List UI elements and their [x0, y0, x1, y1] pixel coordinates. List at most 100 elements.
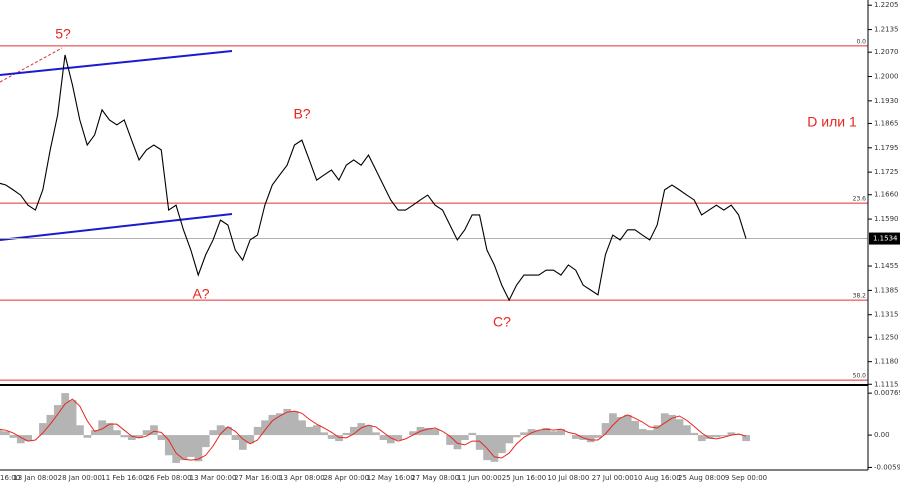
- wave-label: A?: [192, 286, 209, 302]
- x-tick-label: 25 Aug 08:00: [678, 474, 725, 482]
- x-tick-label: 13 Jan 08:00: [13, 474, 57, 482]
- x-tick-label: 28 Apr 00:00: [323, 474, 369, 482]
- level-label: 0.0: [856, 38, 866, 45]
- histogram-bar: [379, 435, 388, 440]
- histogram-bar: [623, 414, 632, 436]
- histogram-bar: [268, 414, 277, 436]
- x-tick-label: 10 Jul 08:00: [547, 474, 589, 482]
- histogram-bar: [349, 426, 358, 436]
- histogram-bar: [675, 419, 684, 436]
- y-tick-label: 1.1115: [874, 380, 899, 388]
- plot-area: [0, 45, 868, 463]
- level-label: 23.6: [853, 196, 867, 203]
- histogram-bar: [557, 429, 565, 436]
- wave-label: C?: [493, 314, 511, 330]
- x-tick-label: 13 Apr 08:00: [279, 474, 325, 482]
- x-tick-label: 28 Jan 00:00: [58, 474, 102, 482]
- x-tick-label: 11 Jun 00:00: [457, 474, 501, 482]
- wave-label: D или 1: [807, 114, 857, 130]
- histogram-bar: [224, 426, 232, 436]
- histogram-bar: [135, 435, 144, 438]
- histogram-bar: [179, 435, 188, 461]
- x-tick-label: 10 Aug 16:00: [634, 474, 681, 482]
- x-tick-label: 16:00: [0, 474, 20, 482]
- histogram-bar: [446, 435, 454, 445]
- y-tick-label: 1.1590: [874, 215, 899, 223]
- histogram-bar: [76, 425, 84, 436]
- histogram-bar: [512, 435, 521, 438]
- level-label: 50.0: [853, 373, 867, 380]
- histogram-bar: [342, 432, 351, 436]
- histogram-bar: [320, 432, 329, 436]
- histogram-bar: [594, 435, 602, 438]
- histogram-bar: [327, 435, 336, 439]
- histogram-bar: [61, 393, 70, 436]
- histogram-bar: [105, 423, 114, 436]
- x-tick-label: 27 Jul 00:00: [592, 474, 634, 482]
- histogram-bar: [142, 430, 151, 436]
- histogram-bar: [712, 435, 721, 438]
- y-tick-label: 1.1385: [874, 286, 899, 294]
- histogram-bar: [601, 423, 610, 436]
- histogram-bar: [335, 435, 343, 442]
- histogram-bar: [542, 428, 551, 436]
- histogram-bar: [586, 435, 595, 443]
- histogram-bar: [616, 417, 625, 436]
- histogram-bar: [83, 435, 92, 438]
- histogram-bar: [24, 435, 33, 442]
- histogram-bar: [631, 420, 639, 436]
- channel-line-upper: [0, 50, 233, 76]
- histogram-bar: [216, 425, 225, 436]
- histogram-bar: [201, 435, 210, 448]
- histogram-bar: [127, 435, 136, 440]
- histogram-bar: [660, 413, 669, 436]
- x-tick-label: 27 May 08:00: [411, 474, 459, 482]
- y-tick-label: 1.1315: [874, 311, 899, 319]
- histogram-bar: [357, 423, 366, 436]
- histogram-bar: [490, 435, 499, 462]
- y-tick-label: 1.1795: [874, 144, 899, 152]
- histogram-bar: [113, 430, 121, 436]
- x-tick-label: 13 Mar 00:00: [190, 474, 237, 482]
- x-tick-label: 11 Feb 16:00: [101, 474, 147, 482]
- last-price-label: 1.1534: [873, 235, 898, 243]
- y-tick-label: 1.1180: [874, 358, 899, 366]
- histogram-bar: [727, 432, 736, 436]
- y-tick-label: 1.2135: [874, 26, 899, 34]
- price-line: [0, 54, 747, 302]
- histogram-bar: [238, 435, 247, 450]
- histogram-bar: [209, 430, 218, 436]
- histogram-bar: [305, 426, 314, 436]
- y-tick-label: 0.00769: [874, 389, 900, 397]
- histogram-bar: [164, 435, 173, 456]
- histogram-bar: [468, 432, 477, 436]
- histogram-bar: [424, 428, 432, 436]
- histogram-bar: [298, 420, 306, 436]
- histogram-bar: [720, 435, 728, 437]
- histogram-bar: [0, 430, 3, 436]
- last-price-box: [869, 232, 900, 245]
- histogram-bar: [498, 435, 506, 454]
- x-tick-label: 12 May 16:00: [367, 474, 415, 482]
- x-tick-label: 9 Sep 00:00: [725, 474, 767, 482]
- histogram-bar: [275, 413, 284, 436]
- histogram-bar: [9, 435, 18, 438]
- histogram-bar: [253, 426, 262, 436]
- y-tick-label: 1.2205: [874, 1, 899, 9]
- histogram-bar: [290, 411, 299, 436]
- histogram-bar: [261, 420, 269, 436]
- histogram-bar: [683, 425, 691, 436]
- histogram-bar: [194, 435, 203, 462]
- histogram-bar: [372, 432, 380, 436]
- histogram-bar: [705, 435, 713, 439]
- histogram-bar: [520, 432, 528, 436]
- y-tick-label: 0.00: [874, 431, 890, 439]
- wave-label: 5?: [55, 26, 71, 42]
- histogram-bar: [16, 435, 25, 444]
- histogram-bar: [572, 435, 580, 439]
- y-tick-label: 1.1660: [874, 191, 899, 199]
- histogram-bar: [638, 429, 647, 436]
- y-tick-label: 1.1725: [874, 168, 899, 176]
- histogram-bar: [98, 420, 107, 436]
